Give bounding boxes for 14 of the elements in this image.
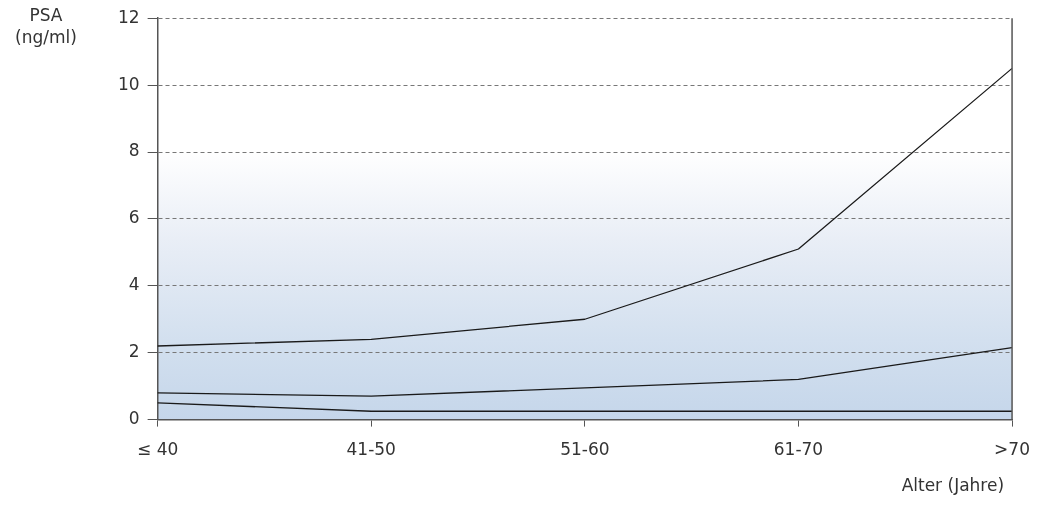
y-tick-label: 6 [128,207,140,228]
x-axis-title: Alter (Jahre) [901,474,1005,495]
y-tick-label: 0 [128,408,140,429]
x-tick-label: ≤ 40 [136,439,179,460]
y-axis-title: PSA (ng/ml) [15,4,77,47]
y-tick-label: 12 [117,6,140,27]
y-tick-label: 10 [117,73,140,94]
x-tick-label: >70 [994,439,1031,460]
x-tick-label: 61-70 [773,439,824,460]
y-tick-label: 4 [128,274,140,295]
x-tick-label: 51-60 [560,439,610,460]
y-tick-label: 8 [128,140,140,161]
x-tick-label: 41-50 [346,439,396,460]
y-tick-label: 2 [128,341,140,362]
